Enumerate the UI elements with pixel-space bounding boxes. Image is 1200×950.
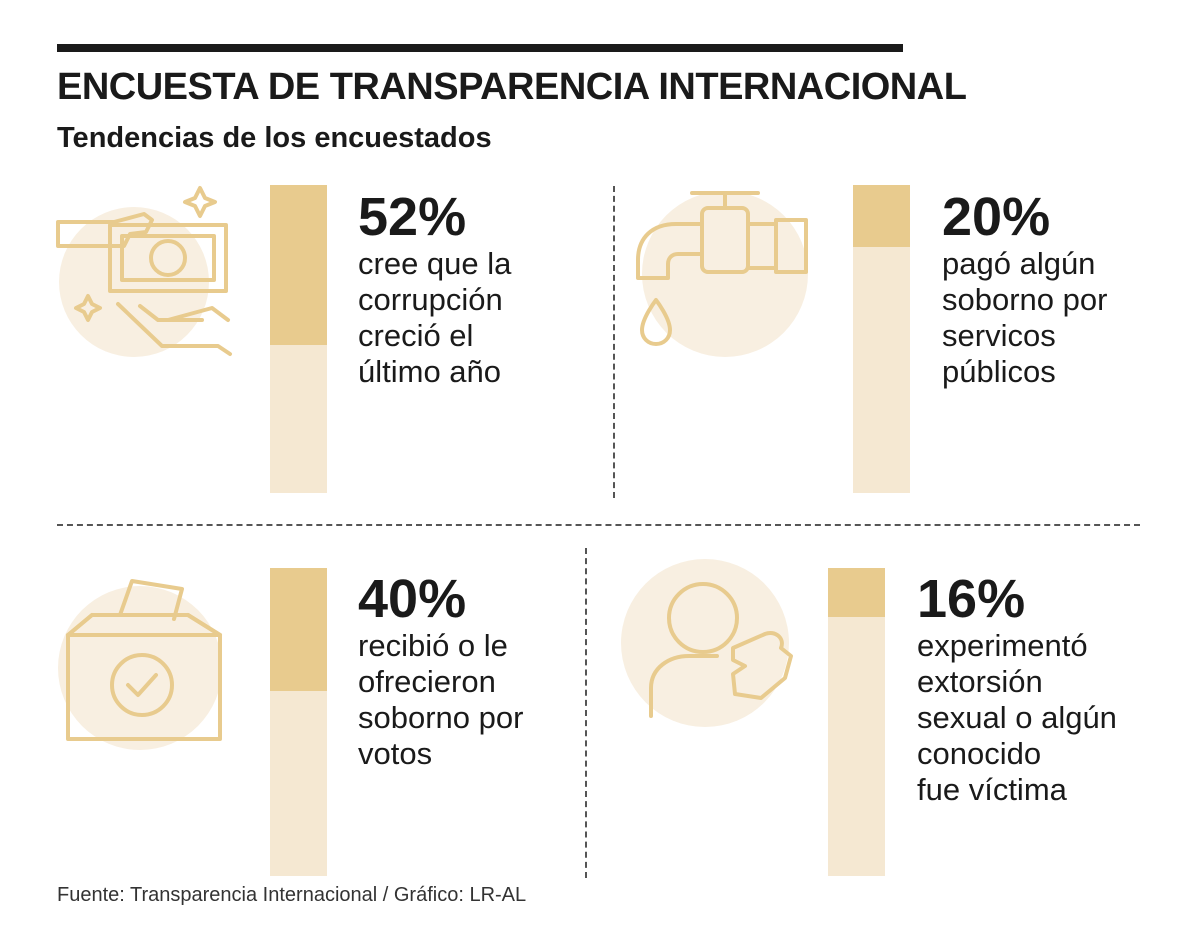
bar-fill — [828, 568, 885, 617]
chart-subtitle: Tendencias de los encuestados — [57, 122, 492, 155]
category-label: recibió o le ofrecieron soborno por voto… — [358, 628, 523, 772]
bar-fill — [270, 568, 327, 691]
stat-block: 16% experimentó extorsión sexual o algún… — [917, 572, 1117, 808]
source-note: Fuente: Transparencia Internacional / Gr… — [57, 884, 526, 907]
divider-vertical-bottom — [585, 548, 587, 878]
top-rule — [57, 44, 903, 52]
faucet-icon — [632, 180, 822, 360]
bar-track — [853, 185, 910, 493]
stat-block: 20% pagó algún soborno por servicos públ… — [942, 190, 1107, 390]
stat-block: 52% cree que la corrupción creció el últ… — [358, 190, 511, 390]
bar-track — [828, 568, 885, 876]
data-label: 52% — [358, 190, 511, 244]
data-label: 40% — [358, 572, 523, 626]
data-label: 16% — [917, 572, 1117, 626]
bar-track — [270, 568, 327, 876]
divider-horizontal — [57, 524, 1140, 526]
bar-track — [270, 185, 327, 493]
bar-fill — [853, 185, 910, 247]
category-label: pagó algún soborno por servicos públicos — [942, 246, 1107, 390]
person-hand-icon — [615, 548, 815, 748]
money-hands-icon — [52, 180, 242, 360]
ballot-box-icon — [52, 565, 242, 750]
category-label: experimentó extorsión sexual o algún con… — [917, 628, 1117, 808]
data-label: 20% — [942, 190, 1107, 244]
chart-title: ENCUESTA DE TRANSPARENCIA INTERNACIONAL — [57, 66, 966, 109]
stat-block: 40% recibió o le ofrecieron soborno por … — [358, 572, 523, 772]
bar-fill — [270, 185, 327, 345]
category-label: cree que la corrupción creció el último … — [358, 246, 511, 390]
divider-vertical-top — [613, 186, 615, 498]
